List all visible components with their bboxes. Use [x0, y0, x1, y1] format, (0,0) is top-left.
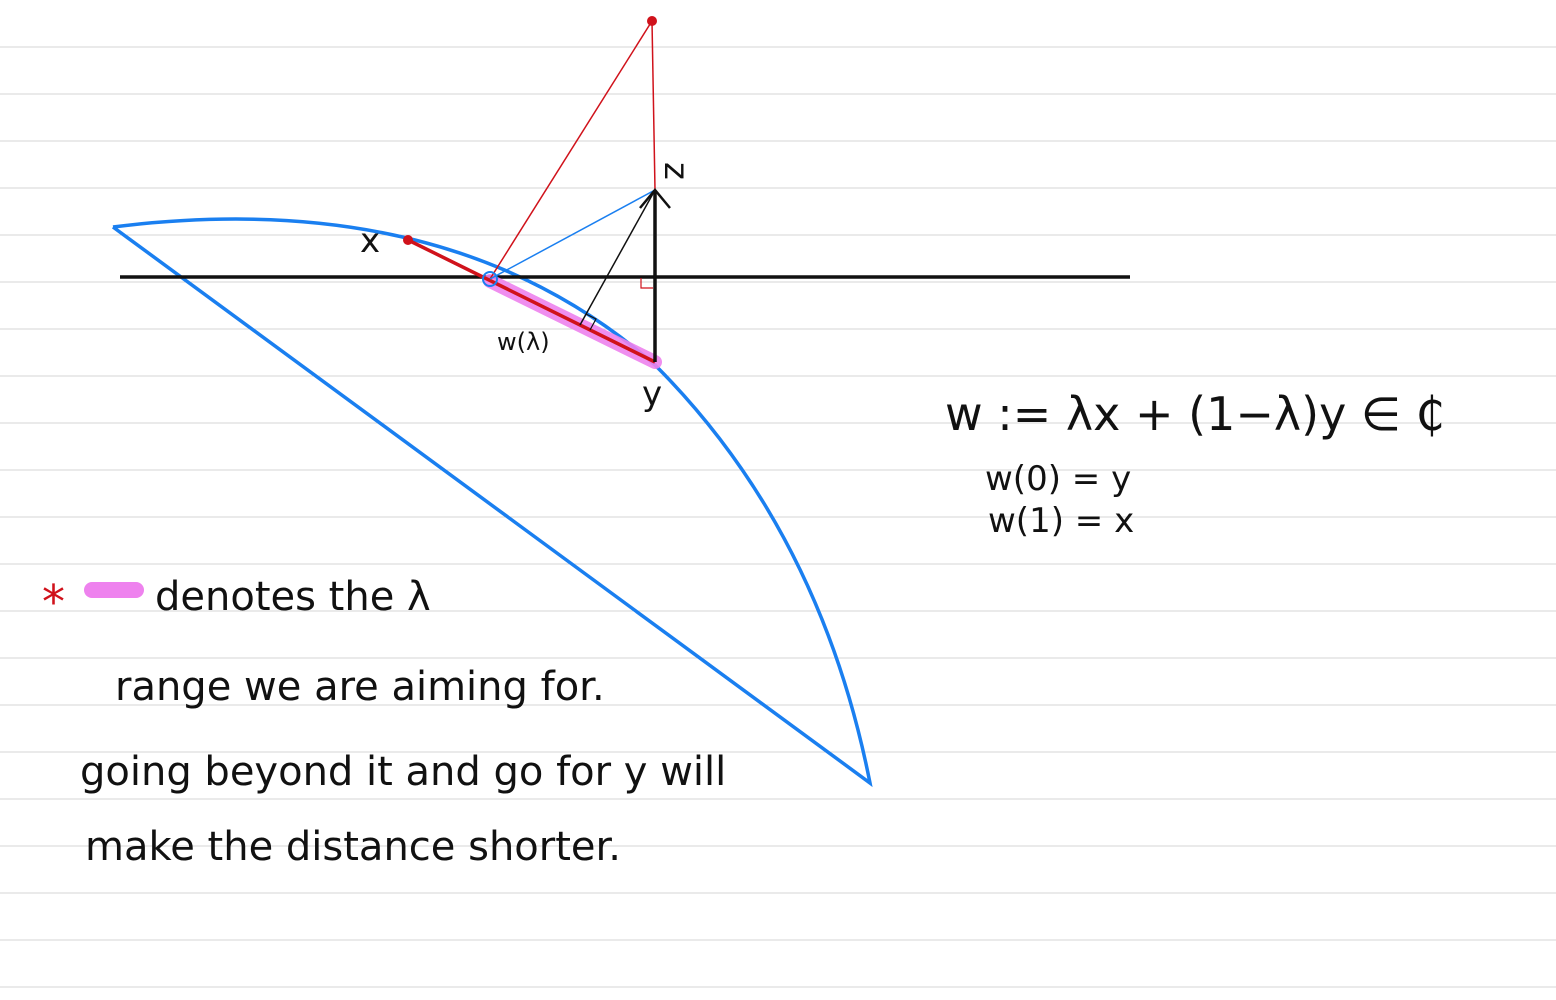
- projection-line: [579, 189, 656, 326]
- formula-w0: w(0) = y: [985, 459, 1131, 499]
- ruled-lines: [0, 46, 1556, 988]
- red-line-right: [651, 20, 656, 191]
- right-angle-mark-red: [640, 278, 653, 289]
- note-line-4: make the distance shorter.: [85, 824, 621, 870]
- note-asterisk: *: [42, 575, 65, 629]
- formula-w1: w(1) = x: [988, 501, 1134, 541]
- label-y: y: [642, 374, 662, 414]
- point-x: [403, 235, 413, 245]
- right-angle-mark-projection: [585, 313, 597, 331]
- blue-line-w-z: [489, 189, 656, 280]
- label-x: x: [360, 221, 380, 261]
- red-line-left: [489, 20, 653, 280]
- note-line-3: going beyond it and go for y will: [80, 749, 726, 795]
- label-z: z: [656, 162, 696, 180]
- label-w-lambda: w(λ): [497, 328, 550, 356]
- formula-main: w := λx + (1−λ)y ∈ ₵: [945, 387, 1445, 441]
- red-point-top: [647, 16, 657, 26]
- note-line-2: range we are aiming for.: [115, 664, 605, 710]
- point-w-lambda: [482, 271, 498, 287]
- note-line-1: denotes the λ: [155, 574, 431, 620]
- segment-x-y: [407, 238, 656, 364]
